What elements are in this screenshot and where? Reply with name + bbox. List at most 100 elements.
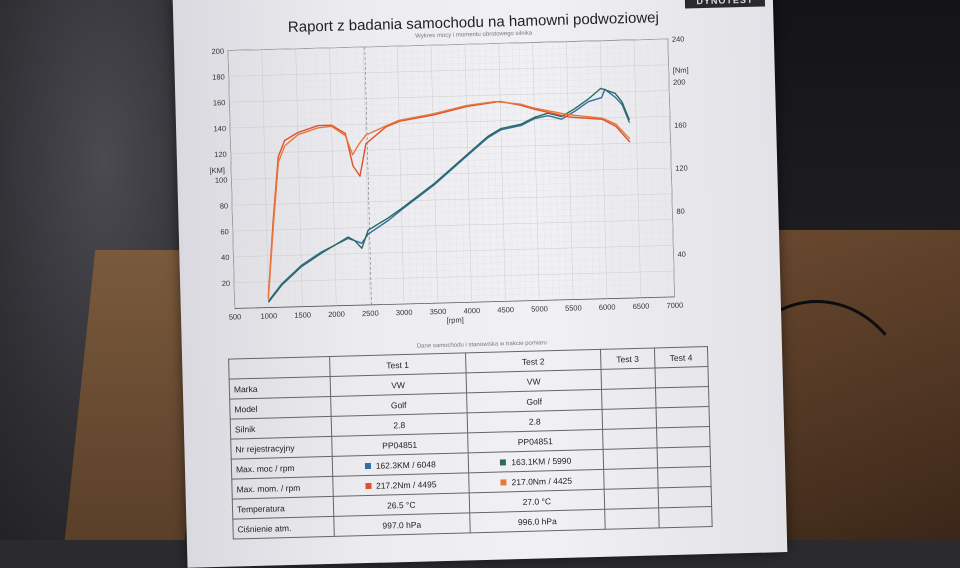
series-line-3: [267, 100, 631, 297]
grid-minor-y: [231, 161, 672, 174]
row-label: Nr rejestracyjny: [230, 436, 333, 460]
report-paper: DYNOTEST Raport z badania samochodu na h…: [172, 0, 788, 568]
row-label: Temperatura: [232, 496, 334, 520]
grid-minor-y: [234, 283, 675, 296]
grid-minor-y: [228, 45, 669, 58]
cell-test2-text: 163.1KM / 5990: [511, 455, 572, 467]
cell-test3: [604, 507, 659, 530]
grid-minor-y: [234, 290, 675, 303]
cell-test3: [601, 367, 656, 390]
cell-test1: 997.0 hPa: [333, 512, 470, 537]
grid-line-y: [228, 64, 669, 77]
cell-test4: [655, 406, 710, 428]
x-tick-label: 2000: [328, 310, 345, 319]
grid-line-y: [230, 141, 671, 154]
cell-test3: [602, 407, 657, 430]
grid-minor-y: [230, 129, 671, 141]
y-right-tick-label: 40: [677, 250, 686, 259]
series-line-4: [267, 100, 631, 299]
cell-test4: [656, 426, 711, 448]
y-left-tick-label: 120: [214, 150, 227, 159]
x-tick-label: 1500: [294, 310, 311, 319]
x-tick-label: 6000: [599, 302, 616, 311]
grid-line-y: [234, 270, 674, 283]
row-label: Max. mom. / rpm: [231, 476, 334, 500]
cell-test4: [658, 506, 713, 528]
grid-minor-y: [229, 96, 670, 109]
grid-minor-y: [230, 135, 671, 148]
y-left-tick-label: 80: [220, 201, 229, 210]
grid-minor-y: [234, 277, 675, 290]
x-tick-label: 2500: [362, 309, 379, 318]
cell-test2: 996.0 hPa: [469, 509, 606, 533]
grid-line-y: [232, 193, 672, 206]
grid-line-y: [231, 167, 672, 180]
x-axis-label: [rpm]: [447, 315, 464, 324]
cell-test3: [603, 447, 658, 470]
grid-minor-y: [229, 83, 670, 96]
cell-test4: [657, 486, 712, 508]
torque1-swatch: [364, 483, 372, 490]
table-header-corner: [228, 356, 331, 380]
y-right-tick-label: 160: [674, 121, 687, 130]
cell-test3: [601, 387, 656, 410]
row-label: Silnik: [230, 416, 332, 440]
grid-line-y: [228, 38, 668, 51]
dyno-chart: 500 1000 1500 2000 2500 3000 3500 4000 4500 5000 5…: [209, 35, 688, 325]
cell-test3: [603, 467, 658, 490]
torque2-swatch: [500, 479, 507, 486]
row-label: Model: [229, 396, 332, 420]
y-right-tick-label: 80: [676, 207, 685, 216]
grid-minor-y: [232, 200, 673, 212]
grid-minor-y: [231, 187, 672, 199]
grid-minor-y: [228, 58, 669, 71]
y-left-tick-label: 20: [222, 279, 231, 288]
row-label: Max. moc / rpm: [231, 456, 333, 480]
y-right-tick-label: 240: [672, 35, 685, 44]
grid-minor-y: [231, 174, 672, 187]
grid-minor-y: [232, 206, 673, 219]
y-right-tick-label: 200: [673, 78, 686, 87]
cell-test1-text: 162.3KM / 6048: [375, 458, 436, 471]
grid-minor-y: [229, 77, 669, 90]
y-left-tick-label: 60: [220, 227, 229, 236]
cell-test4: [657, 466, 712, 488]
grid-minor-y: [233, 251, 674, 264]
x-tick-label: 3500: [430, 307, 447, 316]
grid-minor-y: [231, 180, 672, 193]
results-table: Test 1 Test 2 Test 3 Test 4 Marka VW VW …: [228, 346, 713, 540]
y-left-tick-label: 160: [213, 98, 226, 107]
cell-test4: [655, 386, 710, 408]
cell-test4: [656, 446, 711, 468]
x-tick-label: 5000: [531, 304, 548, 313]
table-header-test3: Test 3: [600, 347, 655, 370]
x-tick-label: 6500: [633, 302, 650, 311]
grid-line-y: [230, 116, 670, 129]
x-tick-label: 3000: [396, 308, 413, 317]
marker-line: [364, 46, 372, 305]
grid-minor-y: [233, 258, 674, 270]
x-tick-label: 4000: [463, 306, 480, 315]
x-tick-label: 7000: [666, 301, 683, 310]
x-tick-label: 5500: [565, 303, 582, 312]
y-left-tick-label: 140: [213, 124, 226, 133]
grid-line-y: [232, 219, 673, 232]
y-left-tick-label: 200: [211, 47, 224, 56]
x-tick-label: 4500: [497, 305, 514, 314]
power2-swatch: [500, 459, 507, 466]
grid-minor-y: [231, 154, 671, 167]
grid-minor-y: [229, 109, 670, 122]
cell-test2-text: 217.0Nm / 4425: [511, 475, 573, 487]
series-line-2: [267, 87, 631, 303]
cell-test1-text: 217.2Nm / 4495: [375, 478, 437, 491]
grid-minor-y: [228, 71, 669, 83]
cell-test3: [604, 487, 659, 510]
y-left-tick-label: 100: [215, 176, 228, 185]
grid-line-x: [667, 38, 675, 297]
x-tick-label: 500: [229, 312, 242, 321]
grid-minor-y: [228, 51, 669, 64]
y-left-tick-label: 180: [212, 72, 225, 81]
grid-line-y: [233, 245, 674, 258]
cell-test4: [654, 366, 709, 388]
grid-minor-y: [233, 264, 674, 277]
